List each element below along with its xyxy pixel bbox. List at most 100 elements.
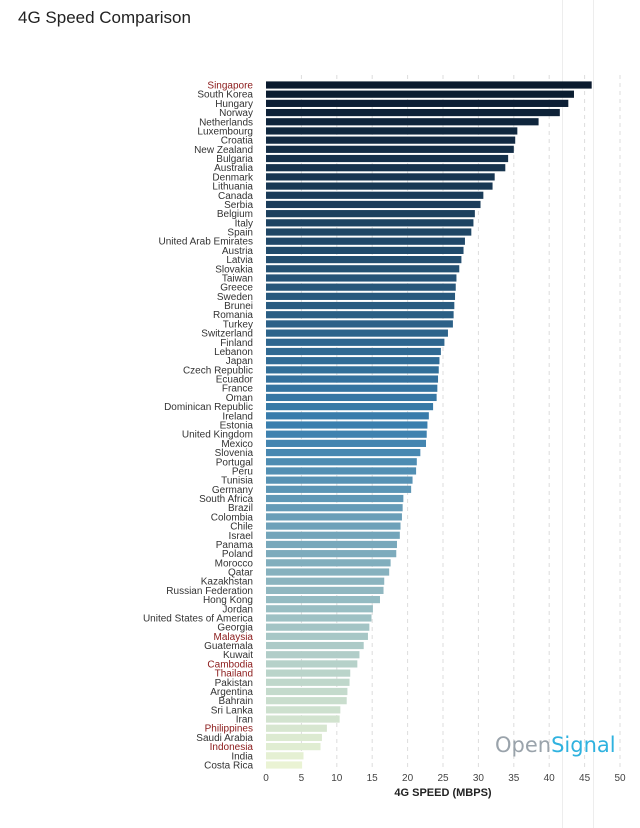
bar[interactable] — [266, 228, 472, 236]
category-label: Dominican Republic — [164, 402, 253, 413]
bar[interactable] — [266, 623, 370, 631]
category-label: Switzerland — [201, 329, 253, 340]
bar[interactable] — [266, 108, 560, 117]
bar[interactable] — [266, 513, 402, 521]
bar[interactable] — [266, 439, 427, 447]
bar[interactable] — [266, 118, 539, 126]
category-label: Bahrain — [219, 696, 253, 707]
bar[interactable] — [266, 761, 303, 769]
category-label: Ecuador — [216, 375, 254, 386]
bar[interactable] — [266, 733, 322, 742]
bar[interactable] — [266, 375, 439, 383]
bar[interactable] — [266, 145, 514, 153]
bar[interactable] — [266, 605, 373, 613]
bar[interactable] — [266, 237, 465, 245]
category-label: Slovakia — [215, 264, 253, 275]
category-label: South Korea — [197, 90, 253, 101]
x-tick-label: 15 — [367, 773, 379, 784]
bar[interactable] — [266, 393, 437, 402]
bar[interactable] — [266, 210, 475, 218]
bar[interactable] — [266, 586, 384, 595]
bar[interactable] — [266, 568, 390, 576]
bar[interactable] — [266, 467, 417, 475]
category-label: Malaysia — [214, 632, 254, 643]
bar[interactable] — [266, 715, 340, 723]
category-label: France — [222, 384, 254, 395]
bar[interactable] — [266, 504, 403, 512]
bar[interactable] — [266, 632, 368, 640]
bar[interactable] — [266, 641, 364, 650]
category-label: Kazakhstan — [201, 577, 253, 588]
bar[interactable] — [266, 99, 569, 107]
bar[interactable] — [266, 347, 441, 356]
bar[interactable] — [266, 697, 347, 705]
category-label: Qatar — [228, 568, 254, 579]
bar[interactable] — [266, 687, 348, 696]
bar[interactable] — [266, 421, 428, 429]
bar[interactable] — [266, 706, 341, 714]
category-label: Pakistan — [215, 678, 253, 689]
bar[interactable] — [266, 191, 484, 199]
bar[interactable] — [266, 255, 462, 264]
bar[interactable] — [266, 320, 453, 328]
bar[interactable] — [266, 485, 412, 493]
bar[interactable] — [266, 173, 495, 181]
bar[interactable] — [266, 154, 509, 163]
bar[interactable] — [266, 90, 574, 98]
bar[interactable] — [266, 283, 456, 291]
category-label: India — [231, 751, 253, 762]
bar[interactable] — [266, 651, 360, 659]
bar[interactable] — [266, 614, 372, 622]
bar[interactable] — [266, 182, 493, 190]
bar[interactable] — [266, 311, 454, 319]
bar[interactable] — [266, 81, 592, 89]
bar[interactable] — [266, 301, 455, 310]
bar[interactable] — [266, 164, 506, 172]
bar[interactable] — [266, 430, 427, 438]
bar[interactable] — [266, 329, 448, 337]
bar[interactable] — [266, 595, 380, 604]
category-label: Guatemala — [204, 641, 253, 652]
category-label: Brunei — [224, 301, 253, 312]
bar[interactable] — [266, 458, 417, 466]
bar[interactable] — [266, 265, 460, 273]
bar[interactable] — [266, 292, 456, 300]
bar[interactable] — [266, 752, 304, 760]
x-axis-label: 4G SPEED (MBPS) — [394, 787, 492, 799]
bar[interactable] — [266, 678, 350, 686]
bar[interactable] — [266, 357, 440, 365]
bar[interactable] — [266, 494, 404, 503]
bar[interactable] — [266, 531, 400, 539]
bar[interactable] — [266, 540, 397, 549]
category-label: Morocco — [215, 558, 254, 569]
bar[interactable] — [266, 522, 401, 530]
bar[interactable] — [266, 366, 439, 374]
bar[interactable] — [266, 274, 457, 282]
bar[interactable] — [266, 669, 351, 677]
bar[interactable] — [266, 127, 518, 135]
bar[interactable] — [266, 246, 464, 255]
bar[interactable] — [266, 338, 445, 346]
bar[interactable] — [266, 200, 481, 209]
bar[interactable] — [266, 724, 327, 732]
category-label: Austria — [222, 246, 254, 257]
bar[interactable] — [266, 384, 438, 392]
category-label: Finland — [220, 338, 253, 349]
bar[interactable] — [266, 476, 413, 484]
category-label: Jordan — [222, 604, 253, 615]
bar[interactable] — [266, 219, 474, 227]
bar[interactable] — [266, 550, 397, 558]
x-tick-label: 45 — [579, 773, 591, 784]
bar[interactable] — [266, 743, 321, 751]
right-border-outer — [562, 0, 563, 828]
bar[interactable] — [266, 403, 434, 411]
bar[interactable] — [266, 136, 516, 144]
x-tick-label: 50 — [614, 773, 626, 784]
bar[interactable] — [266, 412, 429, 420]
bar[interactable] — [266, 559, 391, 567]
bar[interactable] — [266, 577, 385, 585]
x-tick-label: 35 — [508, 773, 520, 784]
bar[interactable] — [266, 448, 421, 457]
bar[interactable] — [266, 660, 358, 668]
